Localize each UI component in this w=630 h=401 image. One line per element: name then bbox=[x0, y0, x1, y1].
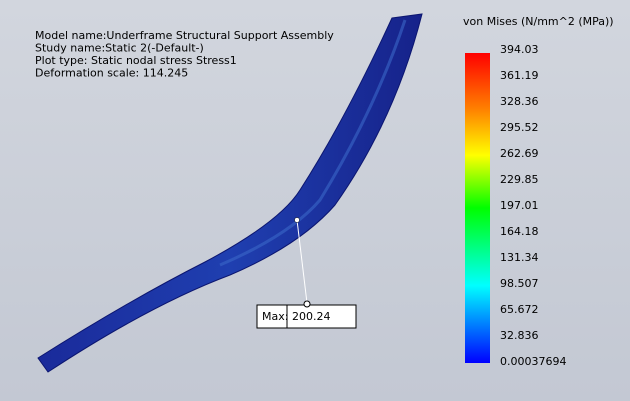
legend-label: 328.36 bbox=[500, 95, 539, 108]
legend-label: 164.18 bbox=[500, 225, 539, 238]
leader-line bbox=[296, 219, 308, 304]
legend-label: 131.34 bbox=[500, 251, 539, 264]
info-line: Study name:Static 2(-Default-) bbox=[35, 42, 204, 55]
legend-label: 262.69 bbox=[500, 147, 539, 160]
info-line: Plot type: Static nodal stress Stress1 bbox=[35, 54, 237, 67]
legend-label: 361.19 bbox=[500, 69, 539, 82]
info-line: Model name:Underframe Structural Support… bbox=[35, 29, 334, 42]
legend-title: von Mises (N/mm^2 (MPa)) bbox=[463, 15, 614, 28]
max-caption: Max: bbox=[262, 310, 288, 323]
legend-label: 197.01 bbox=[500, 199, 539, 212]
max-value: 200.24 bbox=[292, 310, 331, 323]
color-scale bbox=[465, 53, 490, 363]
info-block: Model name:Underframe Structural Support… bbox=[35, 29, 334, 80]
info-line: Deformation scale: 114.245 bbox=[35, 67, 188, 80]
beam-model bbox=[37, 13, 423, 373]
beam-highlight bbox=[219, 19, 407, 267]
legend-label: 229.85 bbox=[500, 173, 539, 186]
legend-label: 65.672 bbox=[500, 303, 539, 316]
legend-labels: 394.03 361.19 328.36 295.52 262.69 229.85 197.… bbox=[500, 43, 566, 368]
legend-label: 295.52 bbox=[500, 121, 539, 134]
legend-label: 32.836 bbox=[500, 329, 539, 342]
legend-label: 98.507 bbox=[500, 277, 539, 290]
leader-end bbox=[294, 217, 300, 223]
legend-label: 0.00037694 bbox=[500, 355, 566, 368]
leader-start bbox=[303, 300, 311, 308]
legend-label: 394.03 bbox=[500, 43, 539, 56]
